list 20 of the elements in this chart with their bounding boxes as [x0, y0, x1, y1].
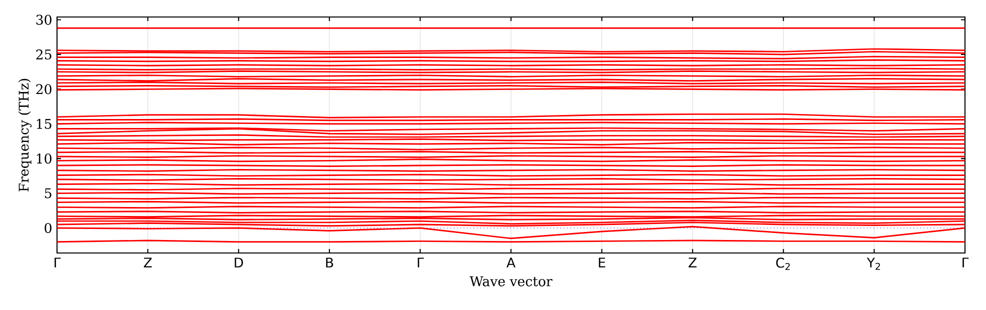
x-tick-label: E: [598, 258, 606, 268]
x-tick-label: D: [234, 258, 243, 268]
x-tick-label: Z: [688, 258, 697, 268]
y-tick-label: 15: [36, 118, 52, 129]
y-axis-title: Frequency (THz): [18, 78, 32, 192]
x-tick-label: Γ: [54, 258, 61, 268]
x-tick-label: Γ: [418, 258, 424, 268]
x-tick-label: C$_{2}$: [776, 258, 790, 270]
y-tick-label: 5: [44, 188, 52, 198]
x-tick-label: Y$_{2}$: [866, 258, 880, 270]
x-axis-title: Wave vector: [470, 276, 552, 286]
x-tick-label: A: [506, 258, 516, 268]
y-tick-label: 30: [36, 14, 52, 25]
x-tick-label: Z: [144, 258, 152, 268]
y-tick-label: 10: [36, 154, 52, 164]
x-tick-label: Γ: [962, 258, 969, 268]
y-tick-label: 20: [36, 84, 52, 94]
y-tick-label: 0: [44, 222, 52, 234]
y-tick-label: 25: [36, 49, 52, 60]
x-tick-label: B: [326, 258, 334, 268]
